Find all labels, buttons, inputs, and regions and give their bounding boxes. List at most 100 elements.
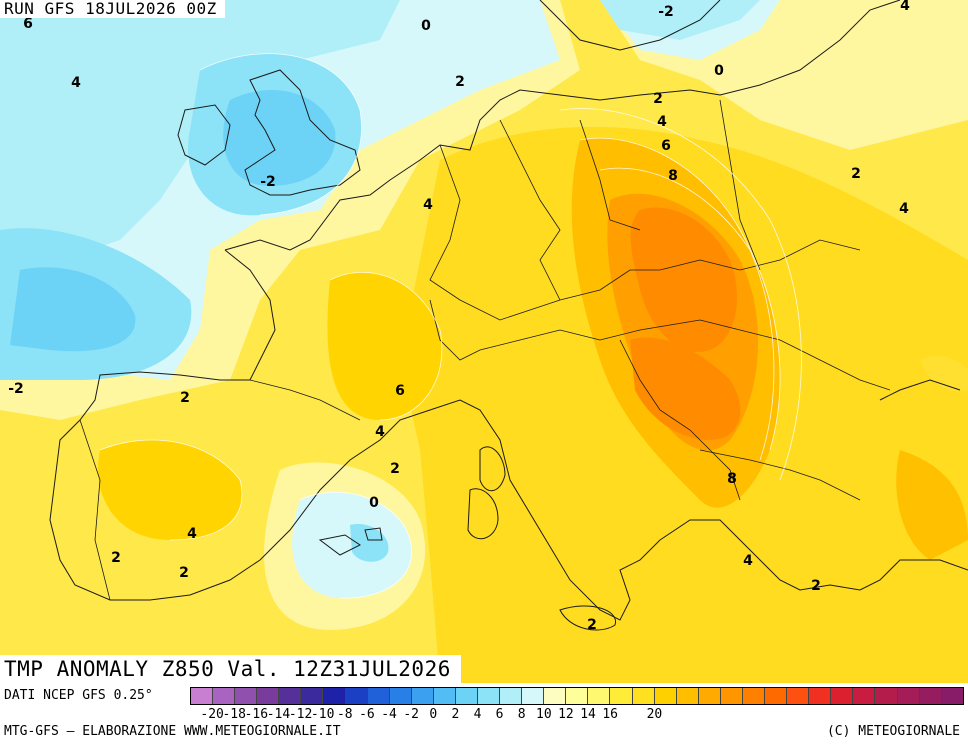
color-swatch: [809, 688, 832, 704]
color-swatch: [875, 688, 898, 704]
contour-label: 6: [661, 138, 671, 154]
color-swatch: [897, 688, 920, 704]
orange-core-south: [630, 337, 741, 440]
contour-label: 2: [653, 91, 663, 107]
contour-label: -2: [8, 381, 24, 397]
coast-balearic: [318, 527, 383, 556]
color-swatch: [610, 688, 633, 704]
scale-tick-label: 16: [602, 707, 618, 722]
contour-label: 2: [587, 617, 597, 633]
run-label: RUN GFS 18JUL2026 00Z: [0, 0, 225, 18]
cyan-mid-north: [600, 0, 760, 40]
border-central: [429, 144, 861, 321]
contour-label: 4: [899, 201, 909, 217]
color-scale-ticks: -20 -18 -16 -14 -12 -10 -8 -6 -4 -2 0 2 4 6 8 10 12 14 16 2…: [190, 707, 964, 723]
coast-corsica: [479, 446, 506, 492]
color-swatch: [853, 688, 876, 704]
color-swatch: [500, 688, 523, 704]
contour-label: 2: [851, 166, 861, 182]
orange-turkey: [896, 450, 968, 560]
scale-tick-label: -6: [359, 707, 375, 722]
coast-north: [224, 0, 901, 251]
elaborazione-text: MTG-GFS – ELABORAZIONE WWW.METEOGIORNALE…: [4, 724, 341, 739]
coast-south: [49, 249, 968, 621]
warm-iberia: [98, 440, 242, 540]
scale-tick-label: -14: [266, 707, 291, 722]
contour-label: -2: [658, 4, 674, 20]
color-swatch: [213, 688, 236, 704]
data-source-text: DATI NCEP GFS 0.25°: [4, 688, 153, 703]
color-swatch: [566, 688, 589, 704]
warm-blacksea: [920, 355, 968, 392]
contour-label: 8: [727, 471, 737, 487]
scale-tick-label: -16: [244, 707, 269, 722]
scale-tick-label: 12: [558, 707, 574, 722]
scale-tick-label: -10: [310, 707, 335, 722]
color-swatch: [831, 688, 854, 704]
border-germany: [499, 119, 561, 301]
color-swatch: [455, 688, 479, 704]
contour-label: 2: [811, 578, 821, 594]
scale-tick-label: -20: [200, 707, 224, 722]
border-portugal: [79, 419, 111, 601]
coast-baltic: [539, 0, 721, 51]
scale-tick-label: -8: [336, 707, 353, 722]
borders: [79, 99, 891, 601]
anomaly-map: 6 4 0 -2 4 2 0 2 4 6 8 2 4 -2 4 -2 2 6 4…: [0, 0, 968, 683]
color-swatch: [345, 688, 368, 704]
color-swatch: [235, 688, 258, 704]
coast-blacksea: [879, 379, 961, 401]
color-swatch: [301, 688, 324, 704]
color-swatch: [478, 688, 501, 704]
contours: [99, 53, 802, 599]
color-swatch: [765, 688, 788, 704]
coast-sardinia: [467, 488, 499, 540]
scale-tick-label: 10: [536, 707, 552, 722]
contour-label: 4: [187, 526, 197, 542]
scale-tick-label: -18: [222, 707, 246, 722]
color-scale-bar: [190, 687, 964, 705]
map-title: TMP ANOMALY Z850 Val. 12Z31JUL2026: [0, 655, 461, 683]
color-swatch: [367, 688, 390, 704]
contour-label: 2: [180, 390, 190, 406]
contour-label: 0: [369, 495, 379, 511]
contour-label: 4: [71, 75, 81, 91]
contour-label: 4: [743, 553, 753, 569]
border-poland: [579, 119, 641, 231]
contour-label: 4: [375, 424, 385, 440]
contour-label: 6: [395, 383, 405, 399]
coastlines: [49, 0, 968, 631]
scale-tick-label: 0: [429, 707, 438, 722]
color-swatch: [257, 688, 280, 704]
border-alps: [429, 299, 741, 361]
scale-tick-label: 8: [517, 707, 526, 722]
scale-tick-label: 4: [473, 707, 482, 722]
border-ukraine: [719, 99, 761, 271]
contour-label: 0: [714, 63, 724, 79]
color-swatch: [522, 688, 545, 704]
copyright-text: (C) METEOGIORNALE: [826, 724, 960, 739]
color-swatch: [787, 688, 810, 704]
contour-label: -2: [260, 174, 276, 190]
contour-label: 4: [657, 114, 667, 130]
cyan-mid-balearic: [350, 524, 389, 562]
warm-france: [327, 272, 442, 420]
color-swatch: [632, 688, 655, 704]
color-swatch: [588, 688, 611, 704]
contour-label: 2: [455, 74, 465, 90]
color-swatch: [654, 688, 677, 704]
contour-labels: 6 4 0 -2 4 2 0 2 4 6 8 2 4 -2 4 -2 2 6 4…: [8, 0, 910, 633]
color-swatch: [941, 688, 963, 704]
color-swatch: [191, 688, 214, 704]
contour-label: 8: [668, 168, 678, 184]
color-swatch: [919, 688, 942, 704]
scale-tick-label: 20: [646, 707, 663, 722]
scale-tick-label: 2: [451, 707, 460, 722]
scale-tick-label: -2: [403, 707, 419, 722]
border-pyrenees: [249, 379, 361, 421]
scale-tick-label: -4: [381, 707, 397, 722]
contour-label: 6: [23, 16, 33, 32]
color-swatch: [742, 688, 766, 704]
cyan-core-uk: [223, 90, 336, 186]
contour-label: 2: [390, 461, 400, 477]
